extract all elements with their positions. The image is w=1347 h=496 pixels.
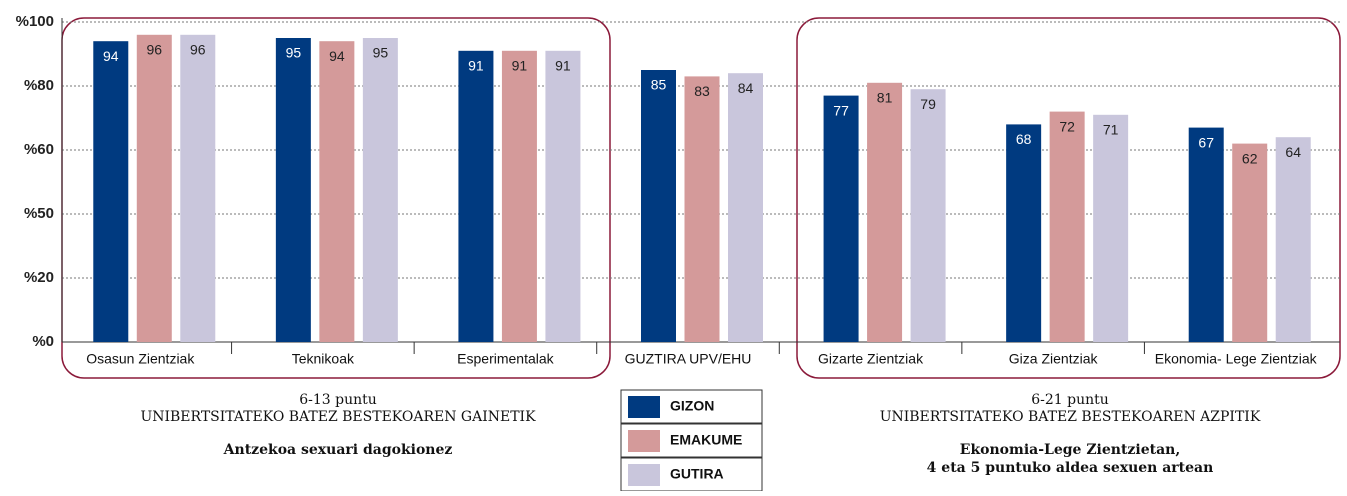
value-label: 72 — [1059, 118, 1075, 134]
y-tick-label: %80 — [24, 77, 54, 94]
value-label: 85 — [651, 77, 667, 93]
bar — [501, 50, 537, 343]
bar — [641, 70, 676, 342]
value-label: 84 — [738, 80, 754, 96]
value-label: 71 — [1103, 122, 1119, 138]
annotation: UNIBERTSITATEKO BATEZ BESTEKOAREN AZPITI… — [880, 409, 1261, 425]
legend-label: EMAKUME — [670, 432, 742, 448]
y-tick-label: %60 — [24, 141, 54, 158]
bar — [180, 34, 216, 343]
bar — [910, 89, 946, 342]
bar — [319, 41, 355, 342]
bar — [545, 50, 581, 343]
bar — [867, 82, 903, 343]
value-label: 94 — [329, 48, 345, 64]
value-label: 94 — [103, 48, 119, 64]
value-label: 91 — [512, 58, 528, 74]
value-label: 95 — [286, 45, 302, 61]
bar — [275, 38, 311, 342]
legend-swatch — [628, 430, 660, 452]
x-tick-label: Ekonomia- Lege Zientziak — [1155, 351, 1318, 367]
bar — [362, 38, 398, 342]
bar — [1049, 111, 1085, 342]
value-label: 96 — [146, 42, 162, 58]
value-label: 96 — [190, 42, 206, 58]
legend-swatch — [628, 464, 660, 486]
bar — [1188, 127, 1224, 342]
bar — [1232, 143, 1268, 342]
bar — [1275, 137, 1311, 342]
bar — [1006, 124, 1042, 343]
bar — [684, 76, 720, 343]
y-tick-label: %50 — [24, 205, 54, 222]
annotation: Antzekoa sexuari dagokionez — [223, 442, 453, 458]
value-label: 79 — [920, 96, 936, 112]
value-label: 77 — [833, 102, 849, 118]
x-tick-label: Esperimentalak — [457, 351, 554, 367]
annotation: 6-21 puntu — [1031, 392, 1109, 408]
value-label: 81 — [877, 90, 893, 106]
annotation: UNIBERTSITATEKO BATEZ BESTEKOAREN GAINET… — [140, 409, 536, 425]
x-tick-label: Giza Zientziak — [1009, 351, 1099, 367]
value-label: 68 — [1016, 131, 1032, 147]
annotation: 6-13 puntu — [299, 392, 377, 408]
x-tick-label: Gizarte Zientziak — [818, 351, 924, 367]
x-tick-label: Osasun Zientziak — [86, 351, 195, 367]
bar — [136, 34, 172, 343]
bar — [1093, 114, 1129, 342]
x-tick-label: GUZTIRA UPV/EHU — [625, 351, 752, 367]
y-tick-label: %20 — [24, 269, 54, 286]
value-label: 64 — [1285, 144, 1301, 160]
bar — [458, 50, 494, 343]
group-box — [796, 17, 1341, 379]
legend-label: GUTIRA — [670, 466, 724, 482]
bar — [823, 95, 859, 342]
value-label: 95 — [373, 45, 389, 61]
y-tick-label: %0 — [32, 333, 54, 350]
y-tick-label: %100 — [16, 13, 54, 30]
value-label: 62 — [1242, 150, 1258, 166]
annotation: 4 eta 5 puntuko aldea sexuen artean — [927, 460, 1214, 476]
annotation: Ekonomia-Lege Zientzietan, — [960, 442, 1180, 458]
value-label: 91 — [555, 58, 571, 74]
legend-swatch — [628, 396, 660, 418]
value-label: 67 — [1198, 134, 1214, 150]
bar — [93, 41, 129, 342]
x-tick-label: Teknikoak — [292, 351, 355, 367]
legend-label: GIZON — [670, 398, 714, 414]
value-label: 83 — [694, 83, 710, 99]
value-label: 91 — [468, 58, 484, 74]
bar — [728, 73, 763, 342]
